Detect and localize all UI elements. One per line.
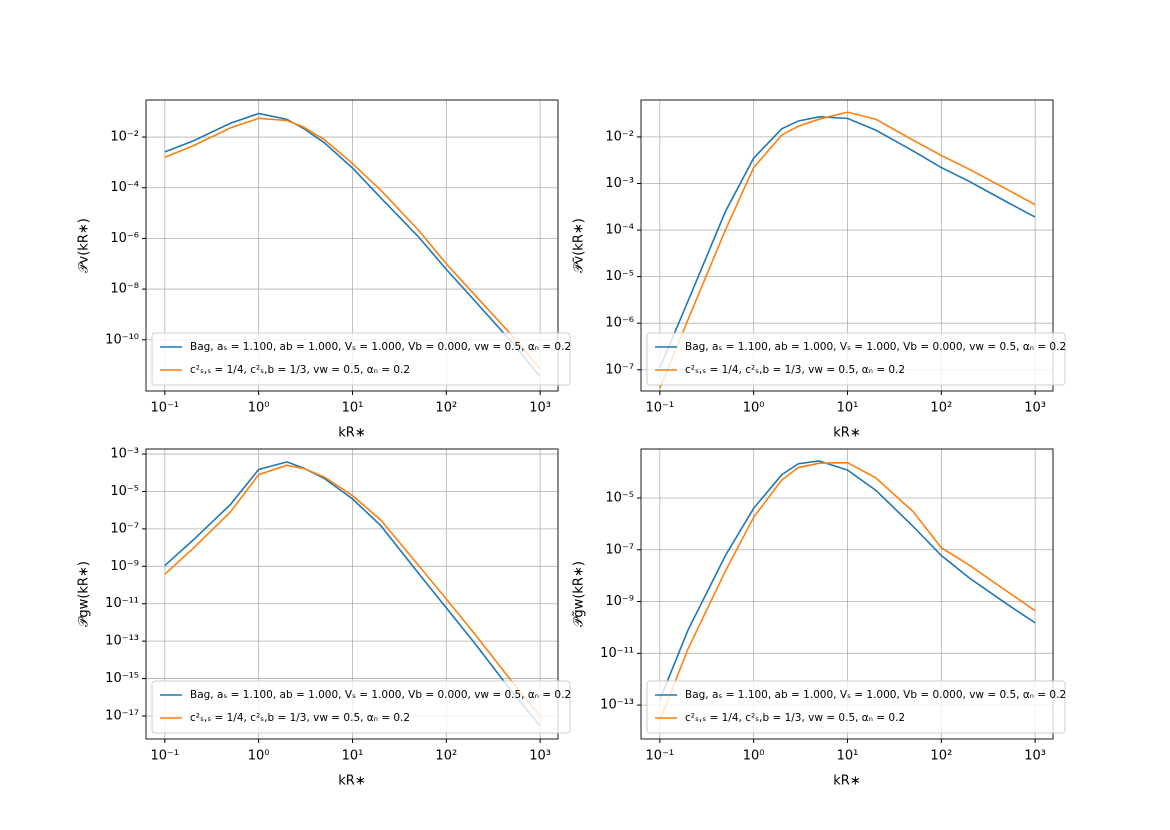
x-axis-label: kR∗ xyxy=(833,774,860,789)
data-line xyxy=(164,112,541,378)
axes-frame xyxy=(145,99,559,392)
y-tick-label: 10⁻⁴ xyxy=(605,223,634,238)
legend: Bag, aₛ = 1.100, ab = 1.000, Vₛ = 1.000,… xyxy=(646,332,1066,386)
y-tick-label: 10⁻⁹ xyxy=(605,594,634,609)
y-tick-label: 10⁻² xyxy=(605,129,634,144)
legend-label: c²ₛ,ₛ = 1/4, c²ₛ,b = 1/3, vw = 0.5, αₙ =… xyxy=(190,712,410,724)
y-tick-label: 10⁻¹¹ xyxy=(105,596,139,611)
y-axis-label: 𝒫v(kR∗) xyxy=(77,218,92,273)
legend: Bag, aₛ = 1.100, ab = 1.000, Vₛ = 1.000,… xyxy=(151,332,571,386)
y-tick-label: 10⁻⁷ xyxy=(110,521,139,536)
y-tick-label: 10⁻⁷ xyxy=(605,362,634,377)
y-tick-label: 10⁻¹⁷ xyxy=(105,709,139,724)
y-axis-label: 𝒫g̃w(kR∗) xyxy=(572,561,587,627)
data-line xyxy=(659,461,1036,721)
x-tick-label: 10¹ xyxy=(342,749,364,764)
y-tick-label: 10⁻⁸ xyxy=(110,282,139,297)
x-tick-label: 10⁻¹ xyxy=(646,401,675,416)
x-tick-label: 10² xyxy=(930,749,952,764)
legend: Bag, aₛ = 1.100, ab = 1.000, Vₛ = 1.000,… xyxy=(151,680,571,734)
y-tick-label: 10⁻¹³ xyxy=(105,634,139,649)
axes-frame xyxy=(145,448,559,740)
x-tick-label: 10² xyxy=(435,749,457,764)
y-tick-label: 10⁻⁵ xyxy=(605,490,634,505)
x-tick-label: 10⁰ xyxy=(248,749,270,764)
y-tick-label: 10⁻⁵ xyxy=(110,484,139,499)
x-tick-label: 10¹ xyxy=(342,401,364,416)
x-tick-label: 10⁰ xyxy=(248,401,270,416)
data-line xyxy=(164,117,541,370)
subplot: 10⁻¹ 10⁰ 10¹ 10² 10³ 10⁻¹³ 10⁻¹¹ 10⁻⁹ 10⁻⁷ 10⁻⁵ kR… xyxy=(572,448,1066,789)
x-tick-label: 10⁰ xyxy=(743,401,765,416)
y-tick-label: 10⁻⁶ xyxy=(110,231,139,246)
legend-box xyxy=(151,332,571,386)
y-tick-label: 10⁻¹⁵ xyxy=(105,671,139,686)
y-tick-label: 10⁻³ xyxy=(110,447,139,462)
data-line xyxy=(659,111,1036,389)
y-tick-label: 10⁻⁶ xyxy=(605,316,634,331)
y-tick-label: 10⁻¹⁰ xyxy=(105,332,139,347)
legend-label: Bag, aₛ = 1.100, ab = 1.000, Vₛ = 1.000,… xyxy=(190,341,571,353)
y-axis-label: 𝒫gw(kR∗) xyxy=(77,561,92,627)
x-tick-label: 10⁻¹ xyxy=(151,401,180,416)
data-line xyxy=(164,464,541,717)
legend: Bag, aₛ = 1.100, ab = 1.000, Vₛ = 1.000,… xyxy=(646,680,1066,734)
data-line xyxy=(659,460,1036,701)
x-tick-label: 10³ xyxy=(529,401,551,416)
x-tick-label: 10¹ xyxy=(837,401,859,416)
legend-box xyxy=(646,680,1066,734)
legend-label: c²ₛ,ₛ = 1/4, c²ₛ,b = 1/3, vw = 0.5, αₙ =… xyxy=(190,364,410,376)
subplot: 10⁻¹ 10⁰ 10¹ 10² 10³ 10⁻⁷ 10⁻⁶ 10⁻⁵ 10⁻⁴ 10⁻³ 10⁻²… xyxy=(572,99,1066,441)
legend-label: Bag, aₛ = 1.100, ab = 1.000, Vₛ = 1.000,… xyxy=(685,341,1066,353)
legend-box xyxy=(646,332,1066,386)
y-tick-label: 10⁻² xyxy=(110,130,139,145)
subplot: 10⁻¹ 10⁰ 10¹ 10² 10³ 10⁻¹⁷ 10⁻¹⁵ 10⁻¹³ 10⁻¹¹ 10⁻⁹… xyxy=(77,447,572,789)
x-tick-label: 10⁻¹ xyxy=(151,749,180,764)
legend-label: c²ₛ,ₛ = 1/4, c²ₛ,b = 1/3, vw = 0.5, αₙ =… xyxy=(685,712,905,724)
x-axis-label: kR∗ xyxy=(338,426,365,441)
x-tick-label: 10² xyxy=(930,401,952,416)
x-tick-label: 10⁻¹ xyxy=(646,749,675,764)
y-tick-label: 10⁻⁹ xyxy=(110,559,139,574)
legend-box xyxy=(151,680,571,734)
x-axis-label: kR∗ xyxy=(833,426,860,441)
data-line xyxy=(164,461,541,727)
y-tick-label: 10⁻⁴ xyxy=(110,180,139,195)
y-tick-label: 10⁻³ xyxy=(605,176,634,191)
data-line xyxy=(659,116,1036,369)
x-tick-label: 10³ xyxy=(1024,401,1046,416)
x-axis-label: kR∗ xyxy=(338,774,365,789)
legend-label: c²ₛ,ₛ = 1/4, c²ₛ,b = 1/3, vw = 0.5, αₙ =… xyxy=(685,364,905,376)
axes-frame xyxy=(640,99,1054,392)
y-axis-label: 𝒫ṽ(kR∗) xyxy=(572,218,587,273)
x-tick-label: 10³ xyxy=(1024,749,1046,764)
x-tick-label: 10² xyxy=(435,401,457,416)
x-tick-label: 10⁰ xyxy=(743,749,765,764)
x-tick-label: 10¹ xyxy=(837,749,859,764)
axes-frame xyxy=(640,448,1054,740)
legend-label: Bag, aₛ = 1.100, ab = 1.000, Vₛ = 1.000,… xyxy=(190,689,571,701)
legend-label: Bag, aₛ = 1.100, ab = 1.000, Vₛ = 1.000,… xyxy=(685,689,1066,701)
y-tick-label: 10⁻¹¹ xyxy=(600,646,634,661)
y-tick-label: 10⁻⁷ xyxy=(605,542,634,557)
y-tick-label: 10⁻⁵ xyxy=(605,269,634,284)
x-tick-label: 10³ xyxy=(529,749,551,764)
subplot: 10⁻¹ 10⁰ 10¹ 10² 10³ 10⁻¹⁰ 10⁻⁸ 10⁻⁶ 10⁻⁴ 10⁻² kR∗… xyxy=(77,99,571,441)
y-tick-label: 10⁻¹³ xyxy=(600,698,634,713)
